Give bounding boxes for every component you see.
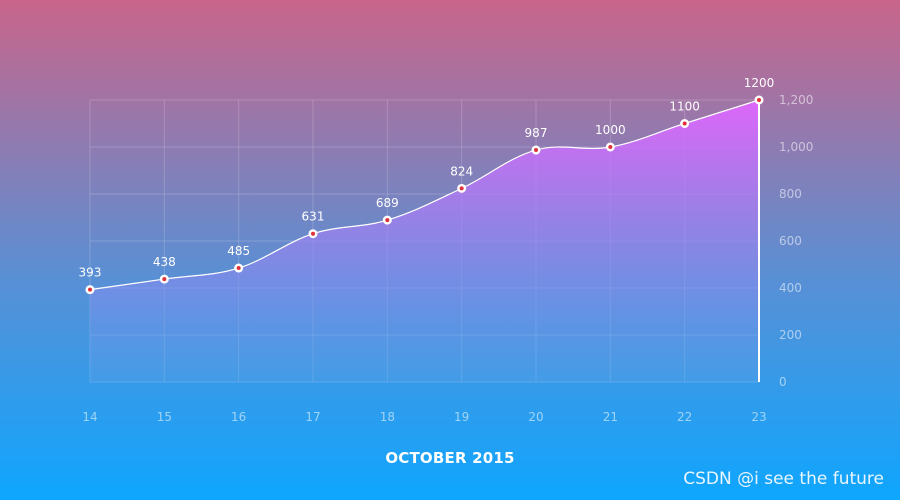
watermark: CSDN @i see the future <box>683 469 884 489</box>
data-point-center <box>162 277 167 282</box>
data-point-center <box>608 145 613 149</box>
x-tick-label: 21 <box>603 410 618 424</box>
x-tick-label: 20 <box>528 410 543 424</box>
data-label: 1200 <box>744 76 775 90</box>
data-point-center <box>459 186 464 191</box>
y-tick-label: 1,200 <box>779 93 813 107</box>
data-point-center <box>534 148 538 153</box>
series-line <box>89 99 760 291</box>
x-tick-label: 15 <box>157 410 172 424</box>
data-point-center <box>236 266 241 271</box>
x-tick-label: 16 <box>231 410 246 424</box>
x-tick-label: 22 <box>677 410 692 424</box>
data-label: 1100 <box>669 100 700 114</box>
data-label: 689 <box>376 196 399 210</box>
x-axis: 14 15 16 17 18 19 20 21 22 23 <box>82 410 766 424</box>
x-tick-label: 14 <box>82 410 97 424</box>
y-tick-label: 1,000 <box>779 140 813 154</box>
data-label: 631 <box>302 210 325 224</box>
data-label: 438 <box>153 255 176 269</box>
data-point-center <box>311 231 315 236</box>
data-label: 824 <box>450 164 473 178</box>
y-tick-label: 800 <box>779 187 802 201</box>
data-point-center <box>757 98 761 102</box>
x-axis-title: OCTOBER 2015 <box>385 449 515 467</box>
data-point-center <box>385 218 390 223</box>
data-label: 393 <box>79 266 102 280</box>
y-axis: 0 200 400 600 800 1,000 1,200 <box>758 93 813 389</box>
data-label: 485 <box>227 244 250 258</box>
y-tick-label: 200 <box>779 328 802 342</box>
data-points <box>85 95 764 295</box>
x-tick-label: 18 <box>380 410 395 424</box>
data-point-center <box>88 287 92 292</box>
data-labels: 393 438 485 631 689 824 987 1000 1100 1200 <box>79 76 775 280</box>
x-tick-label: 17 <box>305 410 320 424</box>
y-tick-label: 600 <box>779 234 802 248</box>
series-line-layer <box>89 99 760 291</box>
x-tick-label: 23 <box>751 410 766 424</box>
data-label: 987 <box>525 126 548 140</box>
series-area <box>90 100 759 382</box>
x-tick-label: 19 <box>454 410 469 424</box>
data-point-center <box>682 121 687 126</box>
area-fill-layer <box>90 100 759 382</box>
y-tick-label: 0 <box>779 375 787 389</box>
data-label: 1000 <box>595 123 626 137</box>
y-tick-label: 400 <box>779 281 802 295</box>
